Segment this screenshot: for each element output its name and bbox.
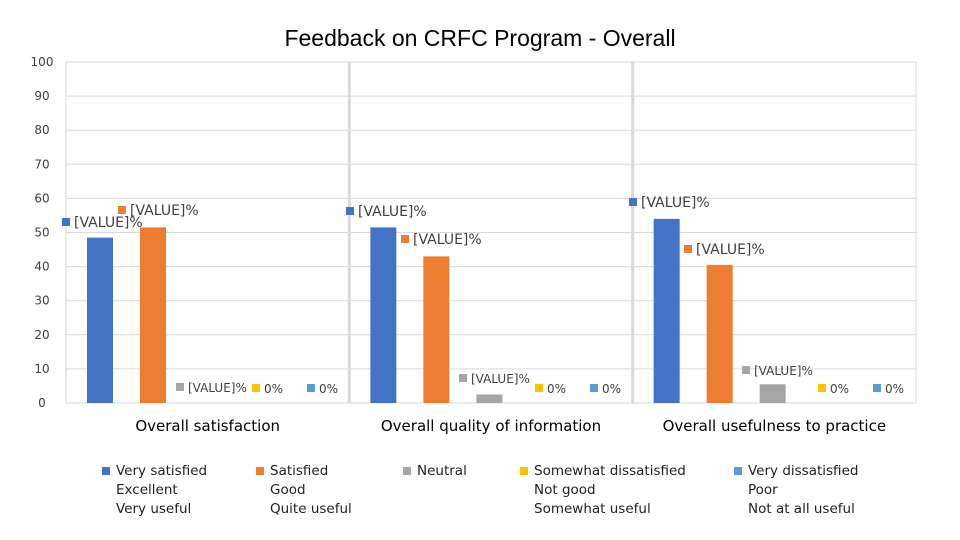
y-tick-label: 50 [34, 226, 49, 240]
data-label: [VALUE]% [641, 195, 710, 211]
x-category-label: Overall usefulness to practice [663, 417, 887, 435]
data-label: 0% [602, 382, 621, 396]
legend-label: Quite useful [270, 501, 352, 517]
chart-title: Feedback on CRFC Program - Overall [284, 25, 675, 51]
legend-label: Somewhat dissatisfied [534, 463, 686, 479]
legend-swatch [520, 467, 528, 475]
x-category-label: Overall quality of information [381, 417, 601, 435]
data-label-key [535, 384, 543, 392]
legend-label: Very useful [116, 501, 192, 517]
legend-item-very-dissatisfied: Very dissatisfied Poor Not at all useful [734, 462, 858, 519]
data-label-key [118, 206, 126, 214]
bar [759, 384, 786, 403]
data-label: [VALUE]% [130, 203, 199, 219]
legend-swatch [256, 467, 264, 475]
data-label-key [873, 384, 881, 392]
data-label: [VALUE]% [696, 242, 765, 258]
legend-label: Neutral [417, 463, 467, 479]
data-label-key [629, 198, 637, 206]
chart-legend: Very satisfied Excellent Very useful Sat… [0, 462, 960, 532]
bar [140, 227, 166, 403]
data-label-key [742, 366, 750, 374]
legend-label: Excellent [116, 482, 178, 498]
bar [653, 218, 680, 403]
legend-label: Not at all useful [748, 501, 855, 517]
data-label: 0% [547, 382, 566, 396]
legend-label: Satisfied [270, 463, 329, 479]
data-label-key [252, 384, 260, 392]
y-tick-label: 20 [34, 328, 49, 342]
legend-label: Very satisfied [116, 463, 208, 479]
y-tick-label: 0 [38, 396, 46, 410]
data-label-key [818, 384, 826, 392]
legend-swatch [102, 467, 110, 475]
data-label: 0% [830, 382, 849, 396]
bar [370, 227, 397, 403]
legend-swatch [403, 467, 411, 475]
legend-swatch [734, 467, 742, 475]
bar [476, 394, 503, 403]
legend-label: Somewhat useful [534, 501, 651, 517]
data-label: [VALUE]% [358, 204, 427, 220]
legend-item-neutral: Neutral [403, 462, 467, 481]
data-label: 0% [885, 382, 904, 396]
y-tick-label: 70 [34, 157, 49, 171]
data-label-key [346, 207, 354, 215]
bar [423, 256, 450, 403]
legend-label: Not good [534, 482, 596, 498]
legend-label: Poor [748, 482, 778, 498]
y-tick-label: 30 [34, 294, 49, 308]
data-label: [VALUE]% [754, 364, 813, 378]
y-tick-label: 60 [34, 191, 49, 205]
legend-item-satisfied: Satisfied Good Quite useful [256, 462, 352, 519]
legend-label: Good [270, 482, 306, 498]
y-tick-label: 40 [34, 260, 49, 274]
y-tick-label: 100 [31, 55, 54, 69]
bar [87, 237, 113, 403]
data-label: [VALUE]% [413, 232, 482, 248]
legend-item-somewhat-dissatisfied: Somewhat dissatisfied Not good Somewhat … [520, 462, 686, 519]
data-label: [VALUE]% [188, 381, 247, 395]
legend-label: Very dissatisfied [748, 463, 859, 479]
y-tick-label: 90 [34, 89, 49, 103]
data-label-key [684, 245, 692, 253]
data-label: [VALUE]% [471, 372, 530, 386]
bar [706, 264, 733, 403]
legend-item-very-satisfied: Very satisfied Excellent Very useful [102, 462, 207, 519]
data-label: [VALUE]% [74, 215, 143, 231]
data-label: 0% [264, 382, 283, 396]
data-label-key [307, 384, 315, 392]
x-category-label: Overall satisfaction [135, 417, 280, 435]
data-label-key [459, 374, 467, 382]
data-label: 0% [319, 382, 338, 396]
data-label-key [401, 235, 409, 243]
y-tick-label: 80 [34, 123, 49, 137]
data-label-key [62, 218, 70, 226]
data-label-key [176, 383, 184, 391]
data-label-key [590, 384, 598, 392]
y-tick-label: 10 [34, 362, 49, 376]
